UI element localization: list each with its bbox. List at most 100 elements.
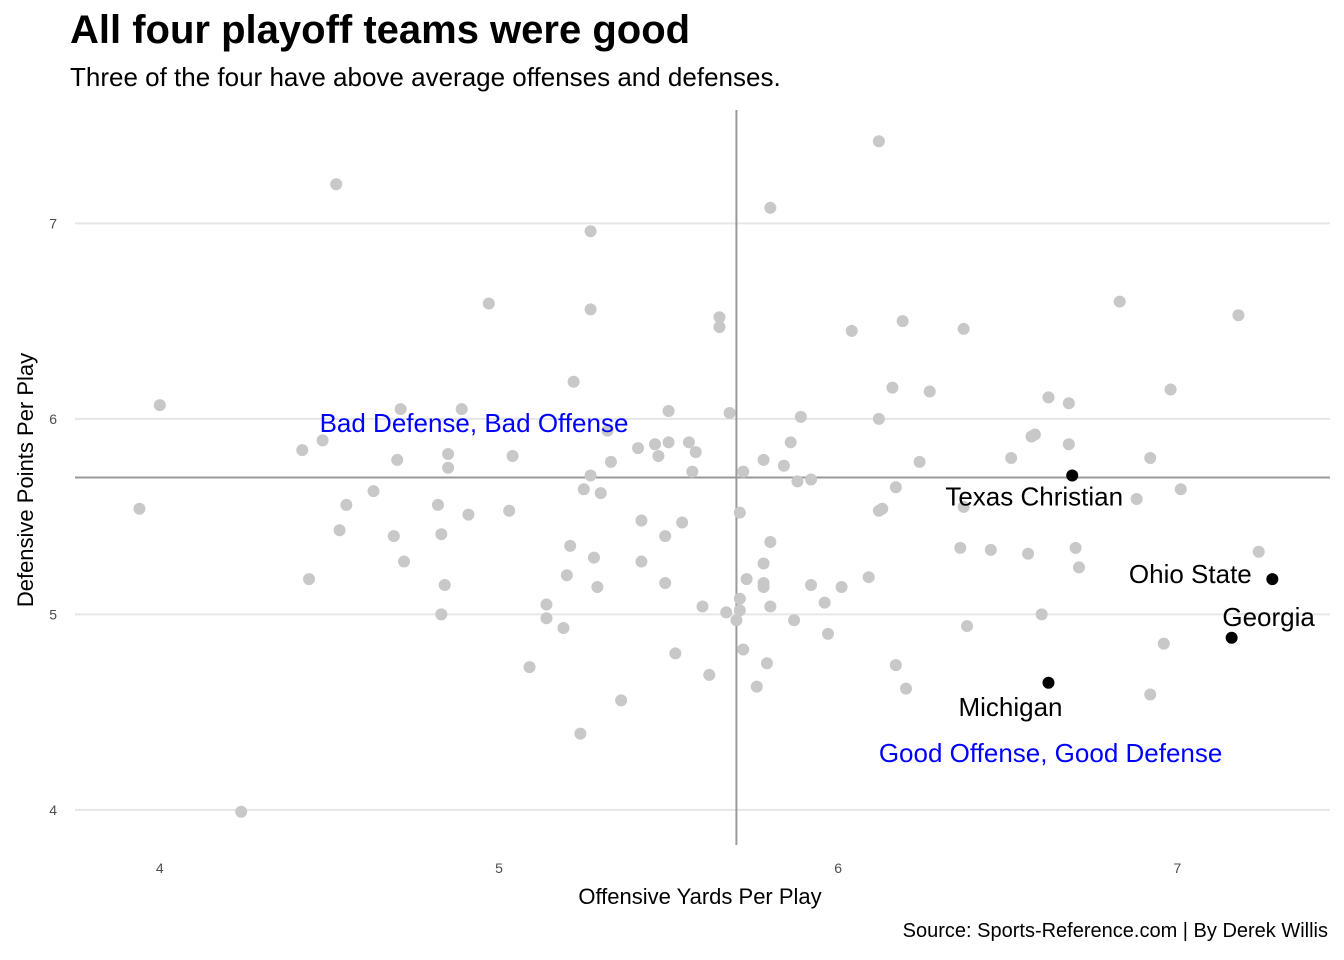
team-point	[1069, 541, 1082, 554]
team-point	[442, 461, 455, 474]
team-point	[696, 600, 709, 613]
team-point	[703, 668, 716, 681]
team-point	[584, 469, 597, 482]
team-point	[889, 481, 902, 494]
team-point	[760, 657, 773, 670]
chart-caption: Source: Sports-Reference.com | By Derek …	[902, 920, 1328, 942]
team-point	[757, 580, 770, 593]
team-point	[788, 614, 801, 627]
y-axis-title: Defensive Points Per Play	[13, 353, 38, 607]
x-tick-label: 6	[834, 860, 842, 876]
team-point	[961, 620, 974, 633]
team-point	[794, 410, 807, 423]
team-point	[435, 608, 448, 621]
reference-lines	[75, 110, 1330, 845]
team-point	[872, 135, 885, 148]
team-point	[713, 320, 726, 333]
team-point	[720, 606, 733, 619]
team-point	[723, 406, 736, 419]
team-point	[303, 573, 316, 586]
team-point	[398, 555, 411, 568]
x-axis-title: Offensive Yards Per Play	[578, 884, 821, 909]
team-point	[784, 436, 797, 449]
team-point	[584, 225, 597, 238]
team-point	[835, 580, 848, 593]
team-point	[822, 627, 834, 640]
team-point	[594, 487, 607, 500]
team-point	[462, 508, 475, 521]
team-point	[791, 475, 804, 488]
team-point	[876, 502, 889, 515]
team-point	[1144, 451, 1157, 464]
team-point	[540, 598, 553, 611]
x-tick-label: 5	[495, 860, 503, 876]
quadrant-label: Bad Defense, Bad Offense	[320, 408, 629, 438]
team-point	[659, 577, 672, 590]
team-point	[984, 543, 997, 556]
team-point	[367, 485, 380, 498]
team-point	[1035, 608, 1048, 621]
playoff-team-point	[1225, 631, 1238, 644]
team-point	[604, 455, 617, 468]
team-point	[1073, 561, 1085, 574]
playoff-team-point	[1042, 676, 1055, 689]
team-point	[730, 614, 743, 627]
team-point	[557, 622, 570, 635]
team-point	[391, 453, 404, 466]
team-point	[333, 524, 346, 537]
team-point	[506, 449, 519, 462]
team-point	[740, 573, 753, 586]
team-point	[889, 659, 902, 672]
team-point	[560, 569, 573, 582]
team-point	[1164, 383, 1177, 396]
team-point	[862, 571, 875, 584]
team-point	[662, 405, 675, 418]
team-point	[757, 453, 770, 466]
chart-subtitle: Three of the four have above average off…	[70, 62, 781, 92]
team-point	[872, 412, 885, 425]
team-point	[845, 324, 858, 337]
team-point	[659, 530, 672, 543]
team-point	[682, 436, 695, 449]
team-point	[316, 434, 329, 447]
team-point	[591, 580, 604, 593]
team-point	[540, 612, 553, 625]
y-tick-label: 4	[49, 802, 57, 818]
team-point	[913, 455, 926, 468]
team-point	[574, 727, 587, 740]
team-point	[330, 178, 343, 191]
team-point	[649, 438, 662, 451]
team-point	[737, 643, 750, 656]
team-point	[886, 381, 899, 394]
team-point	[584, 303, 597, 316]
annotation-labels: Texas Christian Ohio State Georgia Michigan…	[320, 408, 1316, 768]
team-point	[587, 551, 600, 564]
axis-ticks: 4 5 6 7 4 5 6 7	[49, 215, 1181, 876]
team-point	[387, 530, 400, 543]
team-point	[235, 805, 248, 818]
team-point	[652, 449, 665, 462]
team-point	[340, 498, 353, 511]
team-point	[1144, 688, 1157, 701]
team-point	[482, 297, 495, 310]
team-point	[1042, 391, 1055, 404]
team-point	[1252, 545, 1265, 558]
team-point	[818, 596, 831, 609]
team-point	[1157, 637, 1170, 650]
team-point	[601, 424, 614, 437]
team-point	[431, 498, 444, 511]
team-point	[1005, 451, 1018, 464]
team-point	[750, 680, 763, 693]
y-tick-label: 5	[49, 606, 57, 622]
team-point	[957, 500, 970, 513]
team-point	[896, 315, 909, 328]
team-point	[764, 600, 777, 613]
team-point	[954, 541, 967, 554]
chart-title: All four playoff teams were good	[70, 8, 691, 52]
y-tick-label: 6	[49, 411, 57, 427]
team-point	[1130, 493, 1143, 506]
team-point	[133, 502, 146, 515]
playoff-team-label: Michigan	[958, 692, 1062, 722]
team-point	[1062, 397, 1075, 410]
